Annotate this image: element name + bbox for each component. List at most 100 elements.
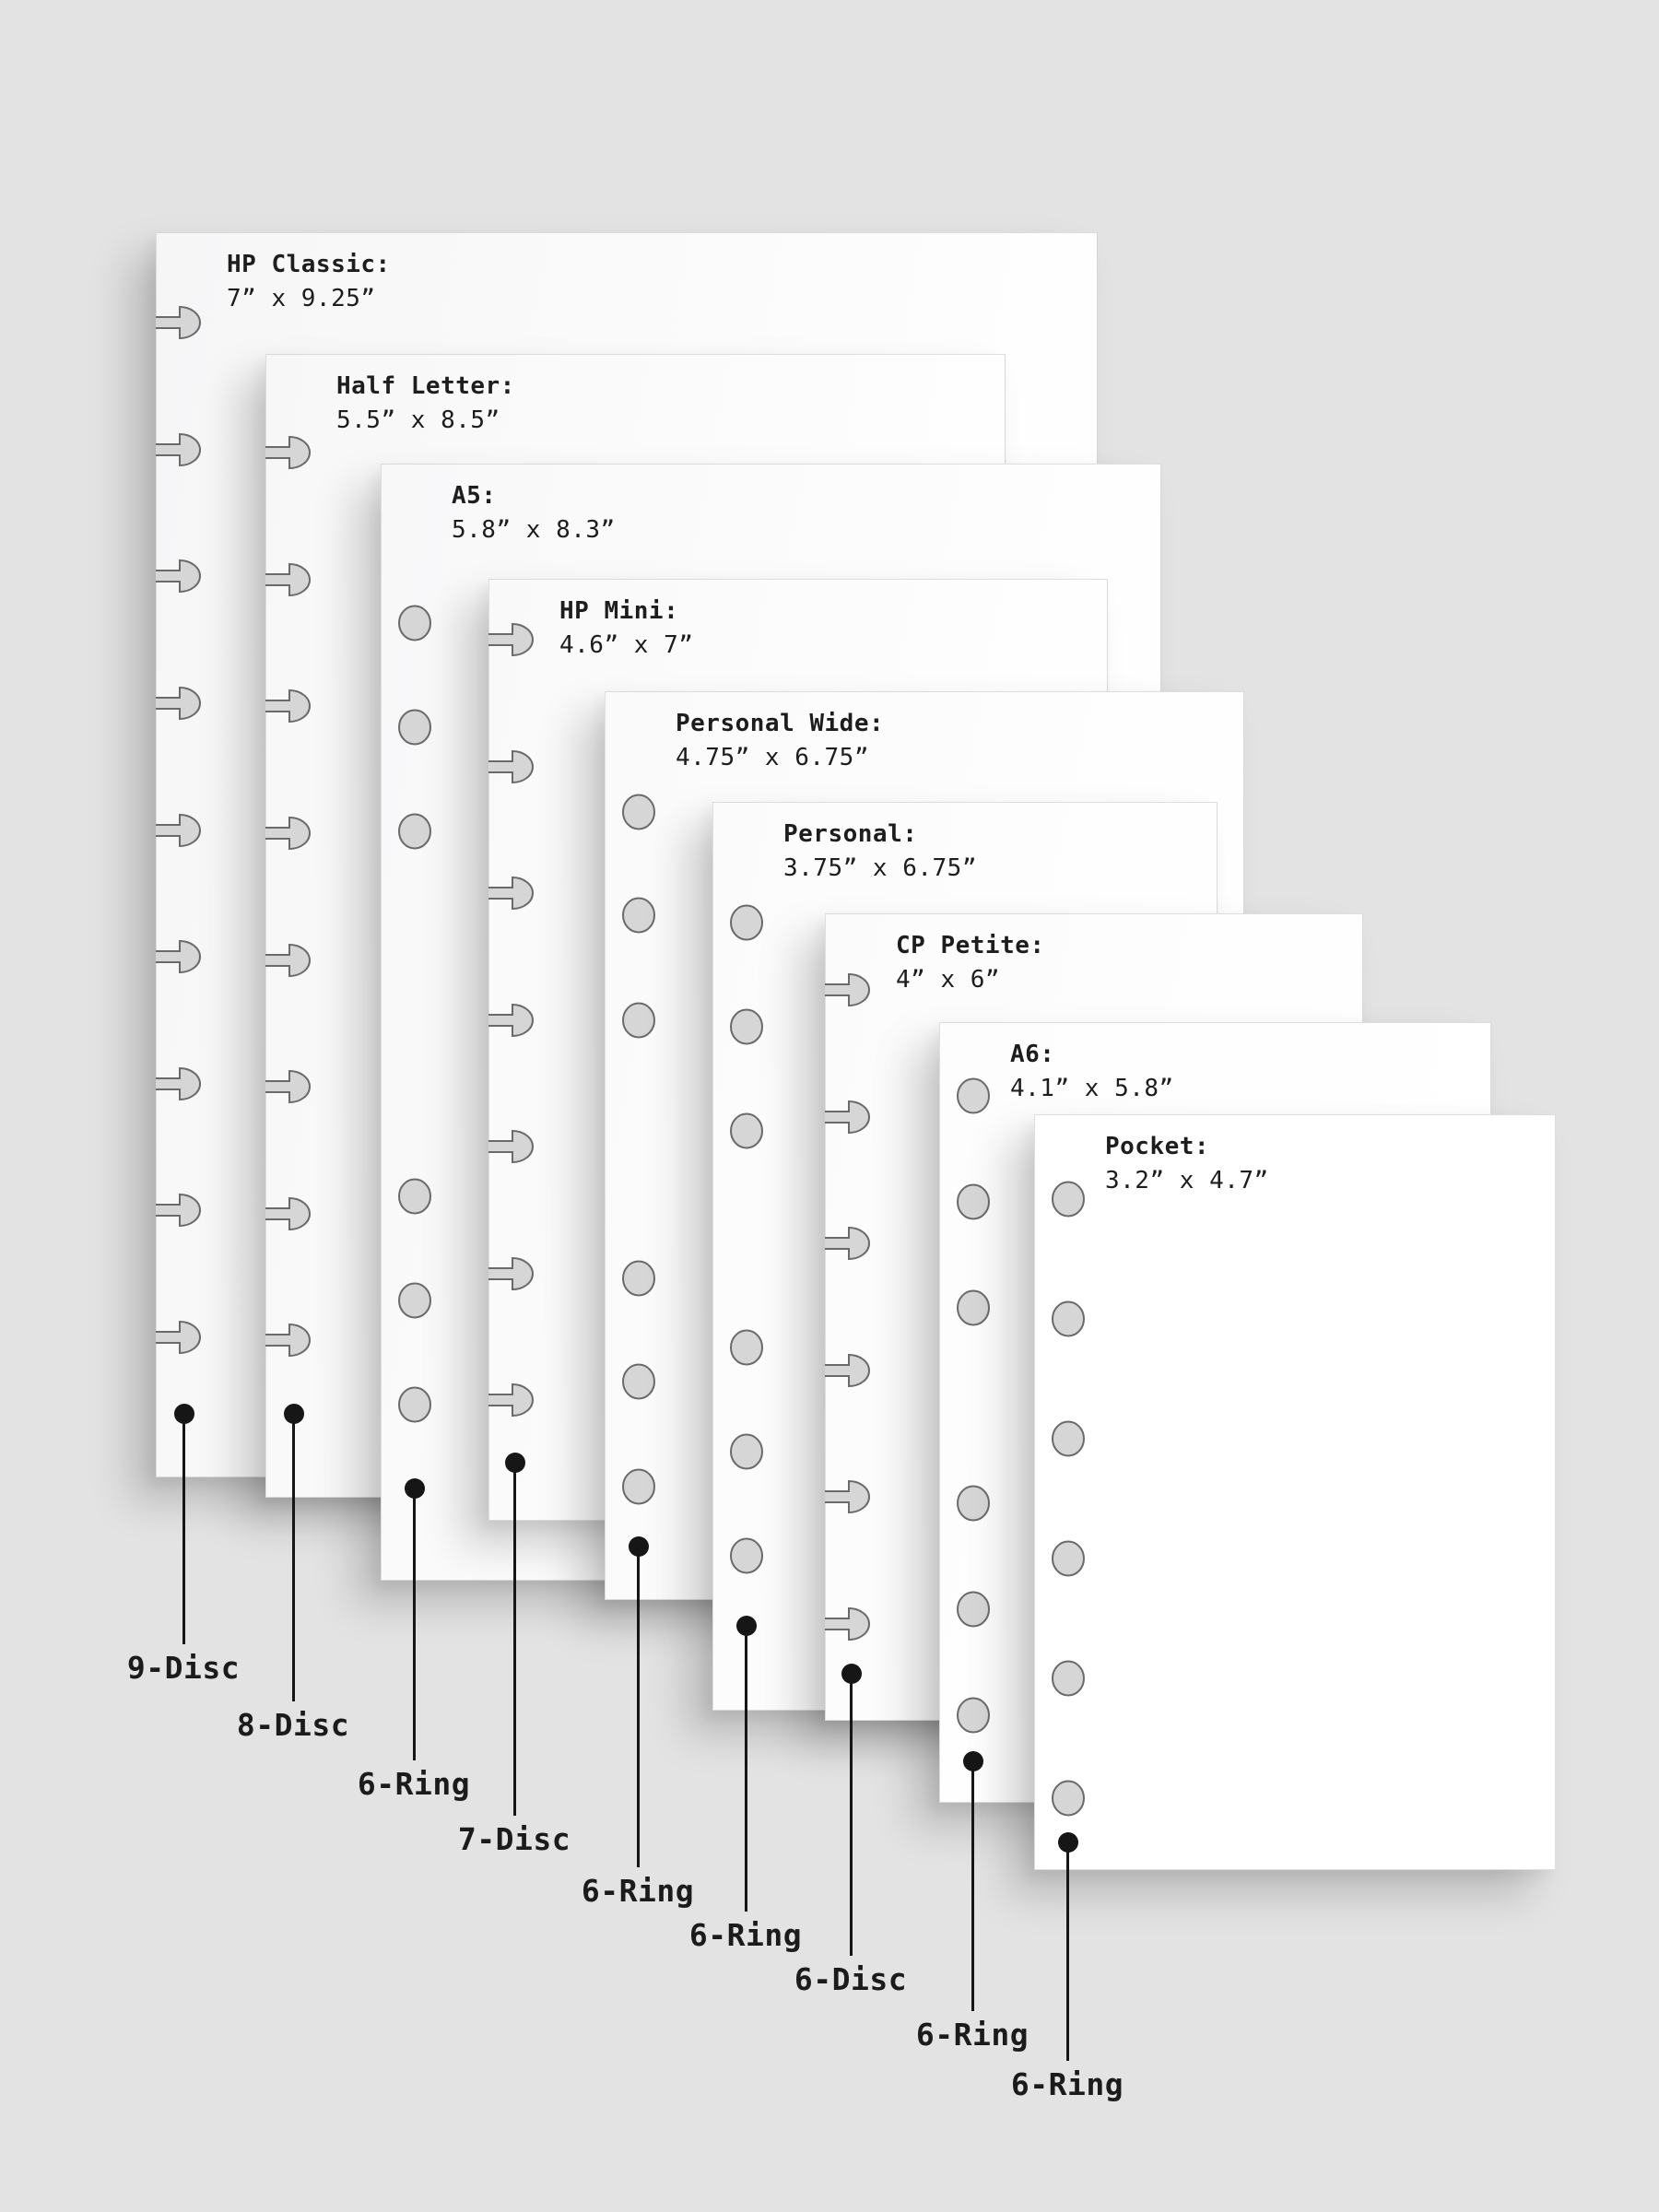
ring-hole-icon (398, 709, 431, 746)
ring-hole-icon (957, 1591, 990, 1628)
disc-hole-icon (825, 1353, 870, 1388)
ring-hole-icon (622, 1468, 655, 1505)
binding-label: 6-Ring (688, 1917, 803, 1953)
disc-hole-icon (825, 1226, 870, 1261)
disc-hole-icon (265, 943, 311, 978)
callout-line (849, 1673, 853, 1956)
ring-hole-icon (1052, 1660, 1085, 1697)
page-pocket: Pocket: 3.2” x 4.7” (1034, 1114, 1556, 1870)
ring-hole-icon (957, 1289, 990, 1326)
disc-hole-icon (488, 876, 534, 911)
ring-hole-icon (730, 1537, 763, 1574)
ring-hole-icon (622, 1363, 655, 1400)
ring-hole-icon (622, 794, 655, 830)
page-label: Personal: 3.75” x 6.75” (783, 818, 977, 886)
ring-hole-icon (957, 1485, 990, 1522)
page-label: CP Petite: 4” x 6” (896, 929, 1045, 997)
callout-line (971, 1760, 974, 2011)
callout-line (744, 1625, 747, 1912)
disc-hole-icon (265, 1196, 311, 1231)
disc-hole-icon (265, 562, 311, 597)
binding-label: 6-Ring (915, 2017, 1030, 2053)
disc-hole-icon (265, 688, 311, 724)
ring-hole-icon (730, 1112, 763, 1149)
disc-punch-column (488, 622, 534, 1418)
page-size-name: Half Letter: (336, 372, 515, 400)
ring-hole-icon (730, 1329, 763, 1366)
callout-line (291, 1413, 295, 1701)
disc-punch-column (265, 435, 311, 1358)
page-label: Pocket: 3.2” x 4.7” (1105, 1130, 1269, 1198)
disc-hole-icon (825, 972, 870, 1007)
ring-hole-icon (398, 813, 431, 850)
ring-hole-column (1052, 1181, 1085, 1817)
page-label: HP Mini: 4.6” x 7” (559, 594, 693, 663)
page-size-name: A5: (452, 482, 497, 510)
disc-hole-icon (156, 305, 201, 340)
page-size-name: Personal Wide: (676, 710, 885, 737)
page-size-name: Personal: (783, 820, 918, 848)
ring-hole-icon (1052, 1540, 1085, 1577)
disc-hole-icon (488, 1382, 534, 1418)
callout-line (1065, 1841, 1069, 2061)
page-size-dimensions: 5.8” x 8.3” (452, 516, 616, 544)
ring-hole-column (957, 1077, 990, 1734)
disc-hole-icon (265, 1069, 311, 1104)
disc-hole-icon (265, 816, 311, 851)
disc-hole-icon (156, 1320, 201, 1355)
ring-hole-icon (398, 605, 431, 641)
disc-hole-icon (825, 1100, 870, 1135)
ring-hole-column (398, 605, 431, 1423)
disc-punch-column (156, 305, 201, 1355)
callout-line (182, 1413, 185, 1644)
binding-label: 8-Disc (236, 1707, 350, 1743)
ring-hole-icon (622, 1002, 655, 1039)
binding-label: 7-Disc (457, 1821, 571, 1857)
disc-hole-icon (265, 1323, 311, 1358)
binding-label: 6-Disc (794, 1961, 908, 1997)
page-size-name: HP Mini: (559, 597, 679, 625)
ring-hole-icon (1052, 1420, 1085, 1457)
page-size-dimensions: 4” x 6” (896, 966, 1001, 994)
ring-hole-icon (1052, 1300, 1085, 1337)
disc-hole-icon (156, 559, 201, 594)
callout-line (512, 1462, 516, 1816)
page-label: A6: 4.1” x 5.8” (1010, 1038, 1174, 1106)
page-size-name: Pocket: (1105, 1133, 1210, 1160)
page-size-name: A6: (1010, 1041, 1055, 1068)
ring-hole-icon (622, 897, 655, 934)
ring-hole-column (622, 794, 655, 1505)
ring-hole-icon (398, 1178, 431, 1215)
page-size-dimensions: 5.5” x 8.5” (336, 406, 500, 434)
page-size-dimensions: 3.75” x 6.75” (783, 854, 977, 882)
binding-label: 6-Ring (357, 1766, 471, 1802)
ring-hole-icon (957, 1697, 990, 1734)
ring-hole-column (730, 904, 763, 1574)
callout-line (412, 1488, 416, 1760)
disc-hole-icon (488, 749, 534, 784)
ring-hole-icon (957, 1077, 990, 1114)
ring-hole-icon (398, 1282, 431, 1319)
binding-label: 6-Ring (1010, 2066, 1124, 2102)
page-size-dimensions: 4.75” x 6.75” (676, 744, 869, 771)
page-size-dimensions: 7” x 9.25” (227, 285, 376, 312)
ring-hole-icon (398, 1386, 431, 1423)
ring-hole-icon (730, 1008, 763, 1045)
binding-label: 6-Ring (581, 1873, 695, 1909)
ring-hole-icon (622, 1260, 655, 1297)
binding-label: 9-Disc (126, 1650, 241, 1686)
page-label: Half Letter: 5.5” x 8.5” (336, 370, 515, 438)
ring-hole-icon (957, 1183, 990, 1220)
page-size-dimensions: 3.2” x 4.7” (1105, 1167, 1269, 1194)
disc-hole-icon (488, 1129, 534, 1164)
callout-line (636, 1546, 640, 1867)
disc-hole-icon (488, 1003, 534, 1038)
disc-hole-icon (156, 939, 201, 974)
disc-hole-icon (825, 1479, 870, 1514)
disc-hole-icon (488, 1256, 534, 1291)
page-size-name: CP Petite: (896, 932, 1045, 959)
disc-hole-icon (488, 622, 534, 657)
disc-hole-icon (156, 1066, 201, 1101)
ring-hole-icon (730, 904, 763, 941)
